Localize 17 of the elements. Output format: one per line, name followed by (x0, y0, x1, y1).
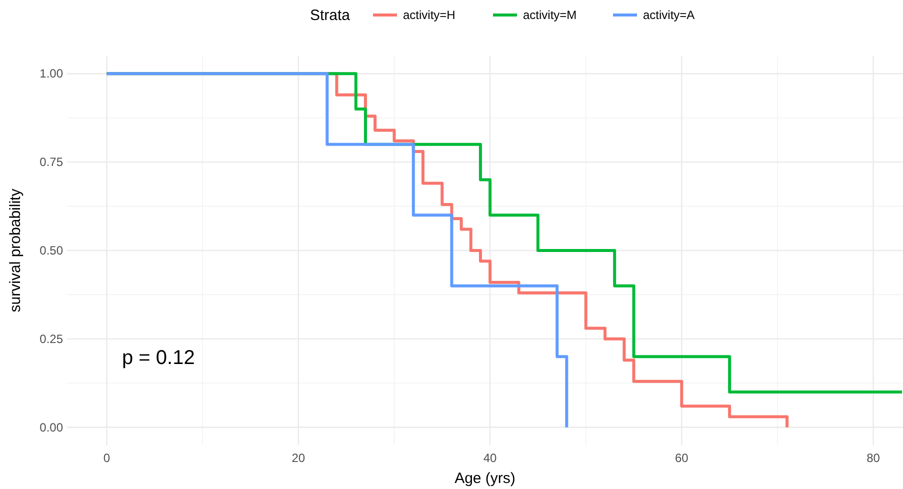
y-tick-label: 0.25 (40, 332, 64, 346)
legend-title: Strata (310, 7, 351, 24)
x-tick-label: 60 (674, 451, 689, 465)
y-tick-label: 1.00 (40, 66, 64, 81)
annotation: p = 0.12 (122, 347, 195, 369)
y-tick-label: 0.50 (40, 244, 64, 258)
legend-label: activity=M (523, 8, 577, 22)
legend-label: activity=A (643, 8, 695, 22)
x-tick-label: 0 (103, 451, 110, 465)
x-tick-label: 40 (483, 451, 498, 465)
x-axis-title: Age (yrs) (454, 470, 516, 487)
legend-label: activity=H (403, 8, 456, 22)
y-tick-label: 0.75 (40, 155, 64, 170)
y-tick-label: 0.00 (40, 420, 64, 434)
y-axis-title: survival probability (7, 188, 24, 312)
x-tick-label: 20 (292, 451, 306, 465)
x-tick-label: 80 (866, 451, 880, 465)
